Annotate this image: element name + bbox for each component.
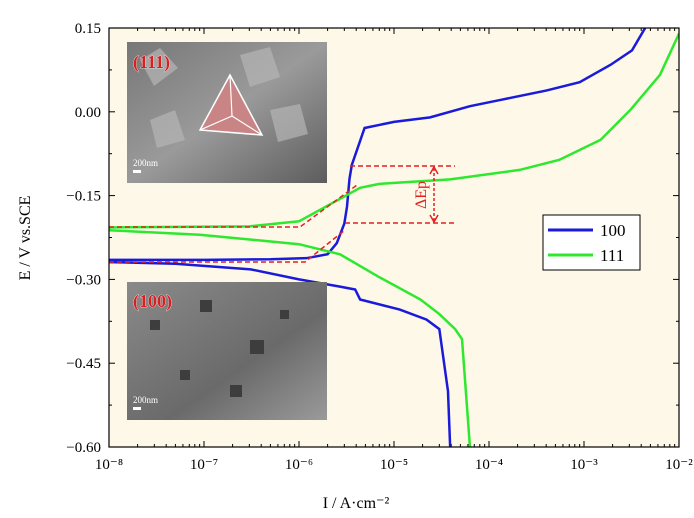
inset-label: (111) <box>133 52 170 73</box>
scale-label: 200nm <box>133 395 158 405</box>
scale-bar <box>133 407 141 410</box>
inset-label: (100) <box>133 291 172 312</box>
y-tick-label: 0.15 <box>75 21 101 37</box>
y-tick-label: −0.45 <box>66 356 101 372</box>
legend-label: 111 <box>600 246 624 265</box>
x-tick-label: 10⁻³ <box>570 457 598 473</box>
chart: (111) (100) 200nm 200nm ΔEp I / A·cm⁻² E… <box>0 0 694 518</box>
y-tick-label: −0.15 <box>66 189 101 205</box>
page: {"chart_data": {"type": "line", "xlabel"… <box>0 0 694 518</box>
x-tick-label: 10⁻⁵ <box>380 457 408 473</box>
x-tick-label: 10⁻² <box>665 457 693 473</box>
x-tick-label: 10⁻⁴ <box>475 457 503 473</box>
x-tick-label: 10⁻⁶ <box>285 457 313 473</box>
y-tick-label: 0.00 <box>75 105 101 121</box>
scale-label: 200nm <box>133 158 158 168</box>
y-tick-label: −0.30 <box>66 272 101 288</box>
legend-label: 100 <box>600 221 626 240</box>
y-tick-label: −0.60 <box>66 440 101 456</box>
x-tick-label: 10⁻⁸ <box>95 457 123 473</box>
x-axis-label: I / A·cm⁻² <box>323 495 390 512</box>
delta-ep: ΔEp <box>413 181 430 209</box>
scale-bar <box>133 170 141 173</box>
x-tick-label: 10⁻⁷ <box>190 457 218 473</box>
y-axis-label: E / V vs.SCE <box>17 196 34 281</box>
